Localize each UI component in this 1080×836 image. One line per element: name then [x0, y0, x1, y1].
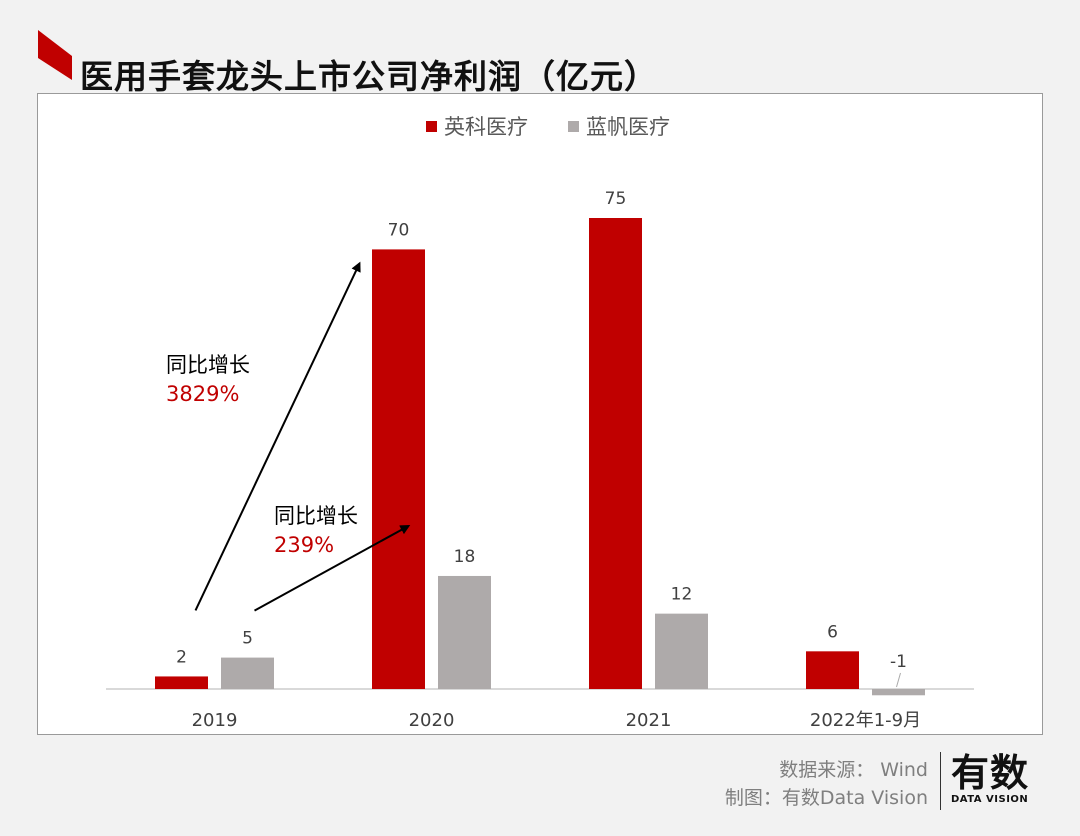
- logo-sub-text: DATA VISION: [951, 794, 1029, 805]
- label-leader-line: [896, 672, 901, 688]
- bar-yingke-1: [372, 249, 425, 689]
- legend-label: 英科医疗: [444, 115, 528, 139]
- data-label: 70: [388, 220, 410, 240]
- bar-yingke-0: [155, 676, 208, 689]
- data-label: 2: [176, 647, 187, 667]
- data-label: 18: [454, 547, 476, 567]
- logo-main-text: 有数: [951, 751, 1030, 795]
- chart-legend: 英科医疗 蓝帆医疗: [426, 115, 670, 139]
- footer: 数据来源： Wind 制图：有数Data Vision: [725, 756, 928, 812]
- annotation-value: 239%: [274, 533, 334, 557]
- legend-swatch: [568, 121, 579, 132]
- bar-lanfan-0: [221, 657, 274, 689]
- x-tick-label: 2022年1-9月: [810, 710, 921, 731]
- bar-lanfan-2: [655, 613, 708, 689]
- title-bar: 医用手套龙头上市公司净利润（亿元）: [38, 30, 657, 96]
- footer-divider: [940, 752, 941, 810]
- growth-arrow-yingke: [194, 261, 361, 611]
- annotation-label: 同比增长: [166, 353, 250, 377]
- legend-label: 蓝帆医疗: [586, 115, 670, 139]
- title-accent-icon: [38, 30, 72, 80]
- data-source: 数据来源： Wind: [779, 759, 928, 781]
- data-label: 6: [827, 622, 838, 642]
- page-title: 医用手套龙头上市公司净利润（亿元）: [80, 57, 658, 96]
- bar-chart: 英科医疗 蓝帆医疗 2 5 70 18 75 12 6 -1 2019 2020 2021 2022年…: [106, 115, 974, 731]
- x-tick-label: 2020: [409, 710, 455, 731]
- annotation-value: 3829%: [166, 382, 239, 406]
- chart-credit: 制图：有数Data Vision: [724, 787, 928, 809]
- data-label: -1: [890, 652, 907, 672]
- growth-arrow-lanfan: [254, 524, 411, 612]
- x-tick-label: 2019: [192, 710, 238, 731]
- data-label: 12: [671, 585, 693, 605]
- legend-swatch: [426, 121, 437, 132]
- x-tick-label: 2021: [626, 710, 672, 731]
- chart-container: 英科医疗 蓝帆医疗 2 5 70 18 75 12 6 -1 2019 2020 2021 2022年…: [37, 93, 1043, 735]
- annotation-label: 同比增长: [274, 504, 358, 528]
- bar-lanfan-3: [872, 689, 925, 696]
- data-label: 5: [242, 629, 253, 649]
- data-label: 75: [605, 189, 627, 209]
- bar-yingke-2: [589, 218, 642, 689]
- brand-logo: 有数 DATA VISION: [951, 752, 1041, 814]
- bar-yingke-3: [806, 651, 859, 689]
- bar-lanfan-1: [438, 575, 491, 689]
